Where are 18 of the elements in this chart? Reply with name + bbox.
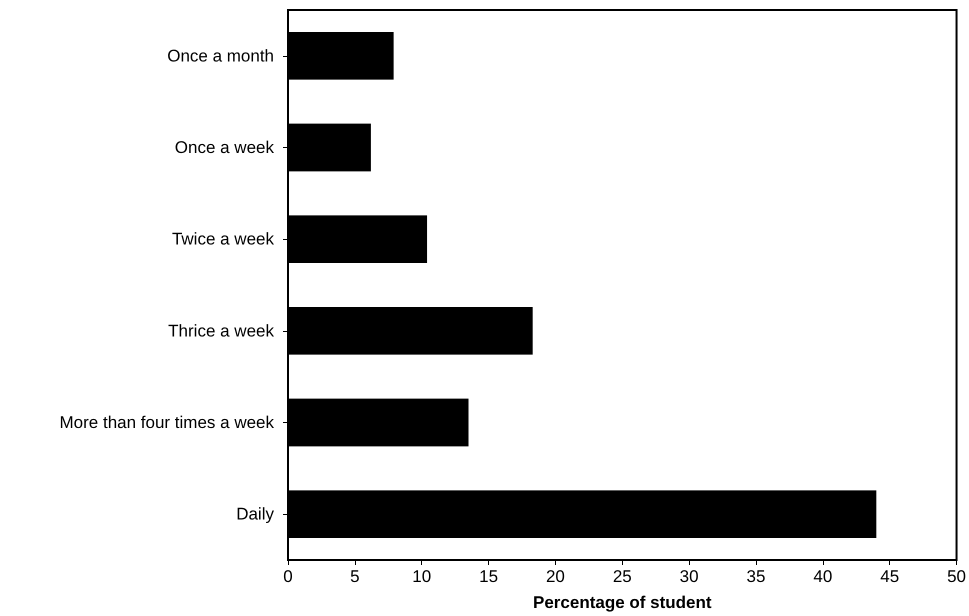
y-tick-label: Once a month <box>167 46 274 66</box>
x-tick-label: 30 <box>680 567 699 586</box>
x-tick-label: 35 <box>746 567 766 586</box>
x-axis-title: Percentage of student <box>533 593 712 612</box>
y-tick-label: Daily <box>236 504 274 524</box>
y-tick-label: Twice a week <box>172 230 274 249</box>
x-tick-label: 15 <box>479 567 498 586</box>
x-tick-label: 10 <box>412 567 432 586</box>
y-tick-label: Once a week <box>174 138 274 157</box>
x-tick-label: 40 <box>813 567 832 586</box>
x-tick-label: 5 <box>350 567 360 586</box>
y-tick-label: More than four times a week <box>60 413 274 432</box>
y-tick-label: Thrice a week <box>168 321 274 340</box>
x-tick-label: 20 <box>546 567 565 586</box>
x-tick-label: 25 <box>612 567 632 586</box>
x-tick-label: 45 <box>880 567 900 586</box>
x-tick-label: 0 <box>283 567 293 586</box>
x-tick-label: 50 <box>947 567 966 586</box>
